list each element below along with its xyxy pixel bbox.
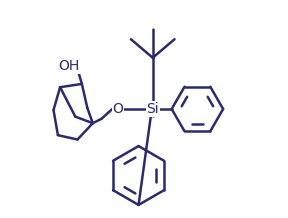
Text: O: O (112, 102, 123, 116)
Text: Si: Si (146, 102, 159, 116)
Text: OH: OH (58, 60, 79, 73)
